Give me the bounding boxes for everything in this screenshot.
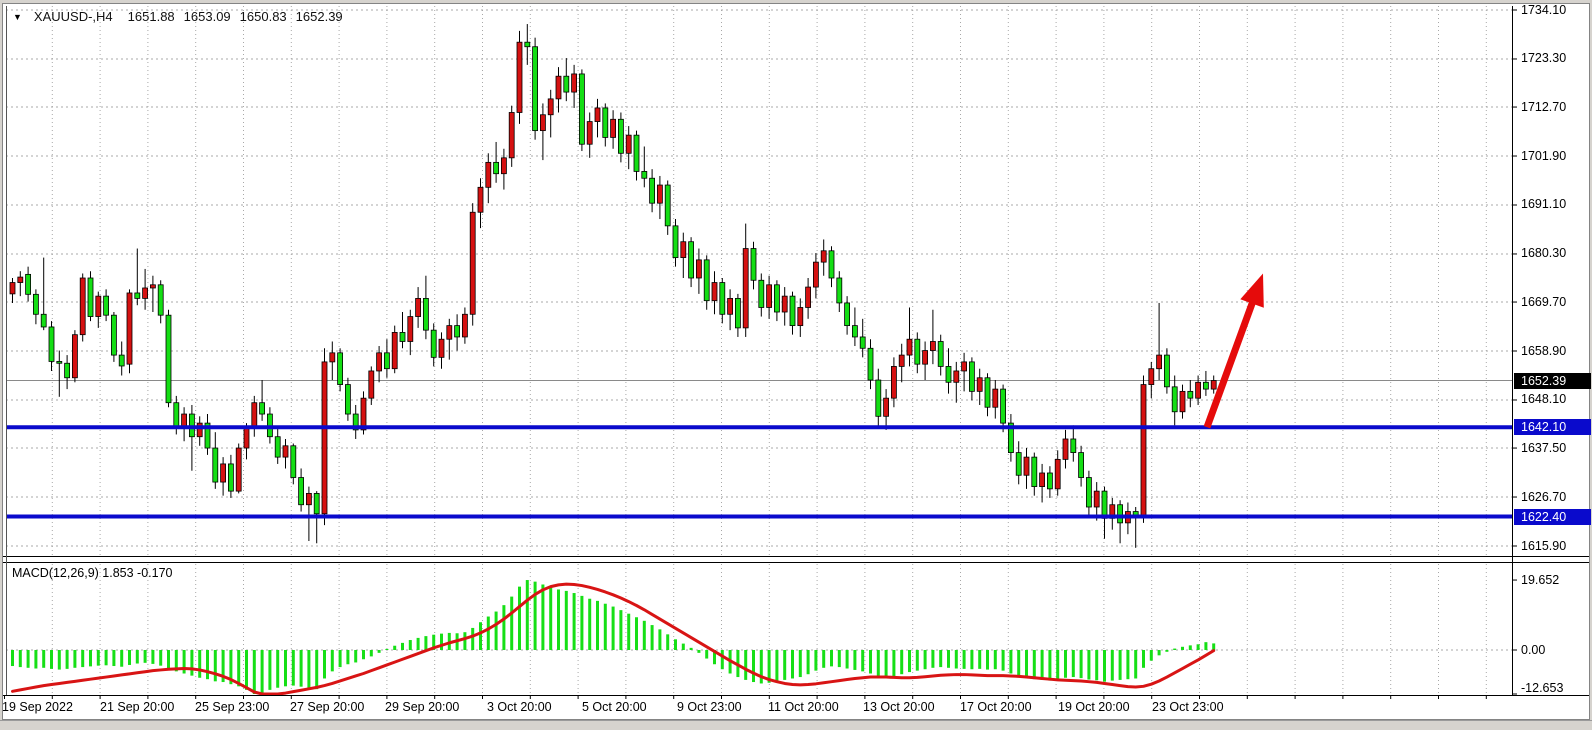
time-tick-label: 9 Oct 23:00 [677, 700, 742, 714]
macd-signal-line [11, 582, 1216, 696]
price-tick-label: 1734.10 [1521, 2, 1567, 17]
ohlc-high-value: 1653.09 [183, 9, 231, 24]
ohlc-close-value: 1652.39 [295, 9, 343, 24]
time-tick-label: 29 Sep 20:00 [385, 700, 460, 714]
price-tick-label: 1669.70 [1521, 294, 1567, 309]
window-bottom-chrome [0, 720, 1592, 730]
candles [9, 24, 1217, 548]
time-tick-label: 3 Oct 20:00 [487, 700, 552, 714]
price-tick-label: 1691.10 [1521, 197, 1567, 212]
macd-tick-label: -12.653 [1521, 680, 1564, 695]
price-tick-label: 1680.30 [1521, 246, 1567, 261]
macd-tick-label: 0.00 [1521, 642, 1546, 657]
hline-lower-price-tag: 1622.40 [1514, 508, 1591, 525]
current-price-tag: 1652.39 [1514, 372, 1591, 389]
price-tick-label: 1723.30 [1521, 51, 1567, 66]
time-tick-label: 19 Sep 2022 [2, 700, 73, 714]
price-tick-label: 1626.70 [1521, 489, 1567, 504]
chart-window [2, 3, 1590, 720]
collapse-chart-icon[interactable]: ▼ [13, 11, 22, 22]
time-tick-label: 11 Oct 20:00 [768, 700, 839, 714]
time-tick-label: 25 Sep 23:00 [195, 700, 270, 714]
price-tick-label: 1637.50 [1521, 440, 1567, 455]
price-tick-label: 1701.90 [1521, 148, 1567, 163]
grid [6, 6, 1512, 694]
time-tick-label: 27 Sep 20:00 [290, 700, 365, 714]
ohlc-low-value: 1650.83 [239, 9, 287, 24]
time-tick-label: 19 Oct 20:00 [1058, 700, 1130, 714]
time-tick-label: 5 Oct 20:00 [582, 700, 647, 714]
trend-arrow[interactable] [1203, 273, 1264, 429]
price-tick-label: 1648.10 [1521, 392, 1567, 407]
macd-indicator-label: MACD(12,26,9) 1.853 -0.170 [12, 566, 173, 580]
price-tick-label: 1712.70 [1521, 99, 1567, 114]
ohlc-open-value: 1651.88 [127, 9, 175, 24]
price-tick-label: 1615.90 [1521, 538, 1567, 553]
macd-histogram [11, 580, 1216, 694]
time-tick-label: 17 Oct 20:00 [960, 700, 1032, 714]
chart-header: ▼ XAUUSD-,H4 1651.88 1653.09 1650.83 165… [13, 9, 343, 24]
symbol-timeframe-label: XAUUSD-,H4 [33, 9, 113, 24]
hline-upper-price-tag: 1642.10 [1514, 419, 1591, 436]
macd-tick-label: 19.652 [1521, 572, 1560, 587]
time-tick-label: 13 Oct 20:00 [863, 700, 935, 714]
time-tick-label: 21 Sep 20:00 [100, 700, 175, 714]
price-tick-label: 1658.90 [1521, 343, 1567, 358]
time-tick-label: 23 Oct 23:00 [1152, 700, 1224, 714]
